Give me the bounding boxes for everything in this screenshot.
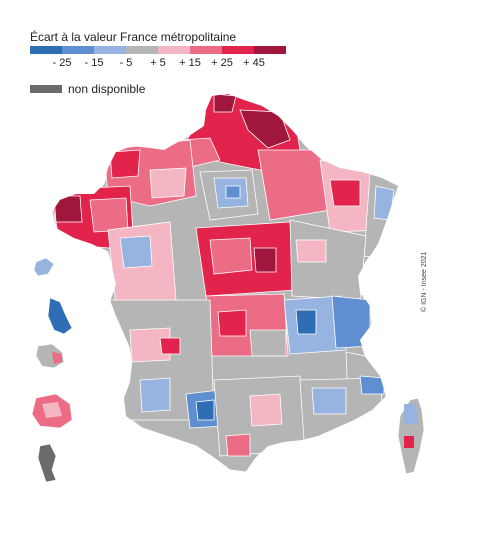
- martinique: [47, 297, 73, 335]
- region-burgundy-pink: [295, 239, 327, 263]
- legend-title: Écart à la valeur France métropolitaine: [30, 30, 237, 44]
- reunion-light: [42, 402, 62, 418]
- region-centre-dark: [253, 247, 277, 273]
- region-alps: [331, 295, 371, 349]
- region-provence-blue: [311, 387, 347, 415]
- corsica-blue: [404, 404, 418, 424]
- region-lyon-core: [295, 309, 317, 335]
- legend-class-4: [126, 46, 158, 54]
- region-centre-pink: [209, 237, 253, 275]
- region-brittany-pink: [89, 197, 129, 233]
- region-normandy-light: [149, 167, 187, 199]
- legend-class-5: [158, 46, 190, 54]
- region-champagne: [257, 149, 331, 221]
- corsica-red: [404, 436, 414, 448]
- region-toulouse-core: [195, 399, 215, 421]
- region-brittany-dark: [53, 195, 83, 223]
- region-loire-blue: [119, 235, 153, 269]
- region-pyrenees-pink: [225, 433, 251, 457]
- mayotte: [37, 443, 57, 483]
- region-languedoc-pink: [249, 393, 283, 427]
- legend-na-label: non disponible: [68, 82, 146, 96]
- region-north-dark-2: [213, 94, 237, 113]
- legend-class-1: [30, 46, 62, 54]
- legend-class-7: [222, 46, 254, 54]
- region-auvergne-red: [217, 309, 247, 337]
- legend-class-8: [254, 46, 286, 54]
- legend-class-2: [62, 46, 94, 54]
- region-normandy-red: [109, 149, 141, 179]
- region-auvergne-grey: [249, 329, 287, 357]
- region-alsace-blue: [373, 185, 395, 221]
- legend-class-6: [190, 46, 222, 54]
- legend-na-swatch: [30, 85, 62, 93]
- legend-break-7: + 45: [243, 57, 265, 69]
- legend-break-3: - 5: [119, 57, 133, 69]
- region-southwest-pink: [129, 327, 171, 363]
- legend-not-available: non disponible: [30, 82, 145, 96]
- region-southwest-red: [159, 337, 181, 355]
- region-lorraine-red: [329, 179, 361, 207]
- legend-class-3: [94, 46, 126, 54]
- legend-break-6: + 25: [211, 57, 233, 69]
- region-paris-core: [225, 185, 241, 199]
- copyright-note: © IGN - Insee 2021: [421, 251, 428, 312]
- legend-break-1: - 25: [52, 57, 72, 69]
- guyane-pink: [52, 352, 62, 364]
- region-southwest-blue: [139, 377, 171, 413]
- legend-break-5: + 15: [179, 57, 201, 69]
- legend-color-scale: [30, 46, 286, 54]
- legend-break-4: + 5: [150, 57, 166, 69]
- legend-break-2: - 15: [84, 57, 104, 69]
- legend-break-labels: - 25 - 15 - 5 + 5 + 15 + 25 + 45: [30, 57, 290, 71]
- region-nice: [359, 375, 385, 395]
- guadeloupe: [33, 257, 55, 277]
